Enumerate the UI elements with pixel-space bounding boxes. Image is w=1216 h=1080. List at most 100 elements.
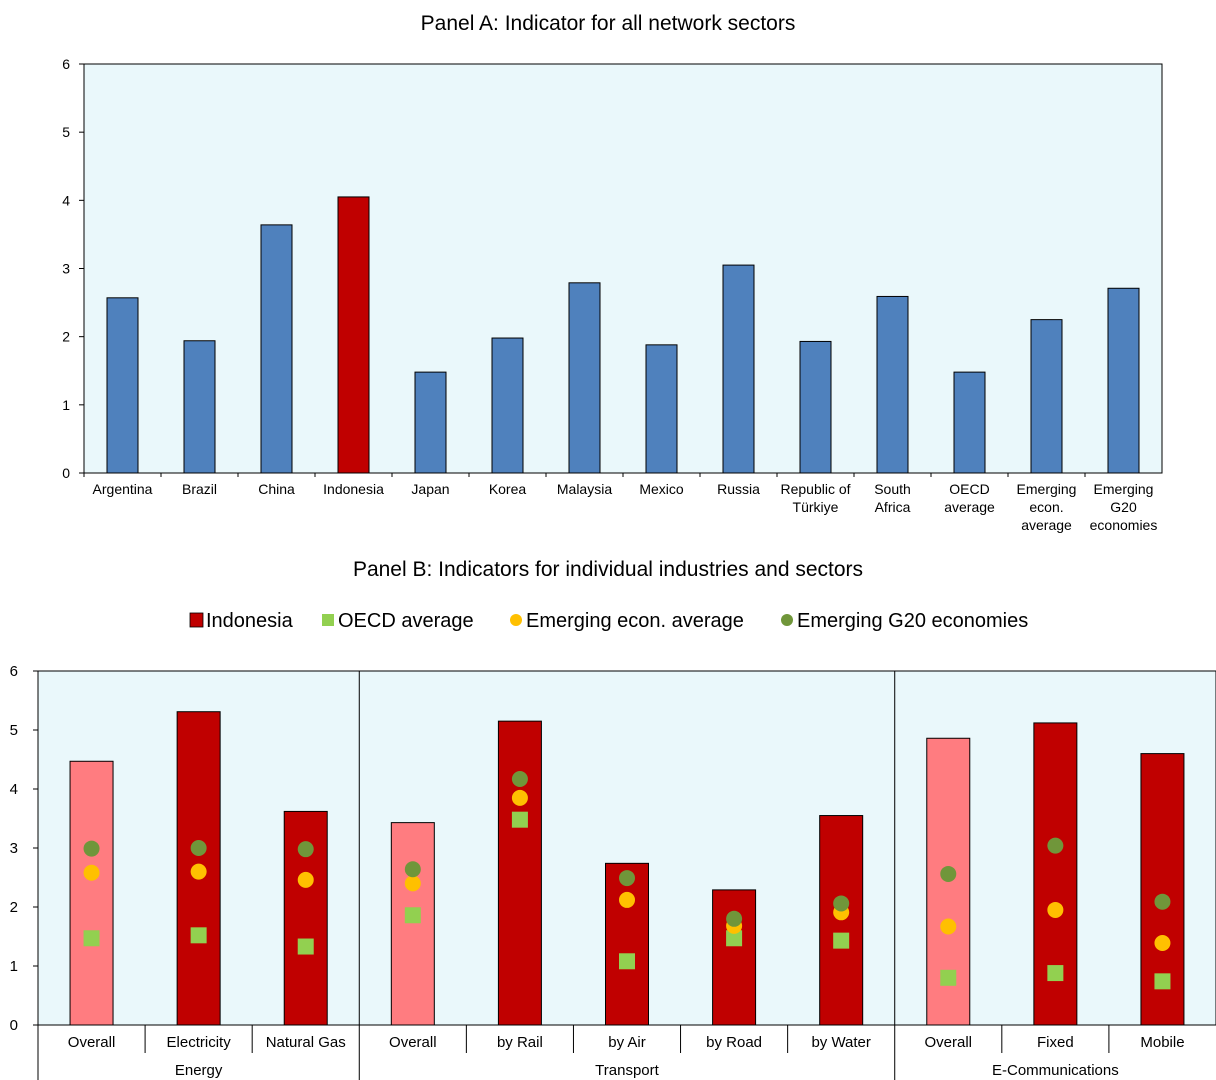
bar <box>69 760 114 1026</box>
legend-swatch-bar <box>189 612 204 628</box>
x-tick-label: Emerging <box>1094 481 1154 497</box>
bar <box>1107 287 1140 474</box>
legend-swatch-circle <box>781 614 793 626</box>
panel-a-bars <box>83 196 1140 477</box>
y-tick-label: 0 <box>10 1017 18 1034</box>
y-tick-label: 1 <box>62 397 70 413</box>
y-tick-label: 2 <box>10 899 18 916</box>
legend-swatch-square <box>322 614 334 626</box>
panel-b: Panel B: Indicators for individual indus… <box>10 558 1216 1080</box>
marker-circle <box>83 840 100 857</box>
bar <box>491 337 524 474</box>
x-tick-label: OECD <box>949 481 989 497</box>
panel-b-markers <box>83 770 1171 990</box>
panel-b-legend: Indonesia OECD average Emerging econ. aver… <box>189 610 1028 632</box>
x-tick-label: by Road <box>706 1034 762 1051</box>
marker-circle <box>511 770 528 787</box>
marker-circle <box>1047 901 1064 918</box>
marker-square <box>726 930 743 947</box>
x-tick-label: Russia <box>717 481 760 497</box>
marker-circle <box>1154 934 1171 951</box>
y-tick-label: 3 <box>62 261 70 277</box>
marker-square <box>940 969 957 986</box>
y-tick-label: 5 <box>10 722 18 739</box>
legend-label: Emerging econ. average <box>526 610 744 632</box>
x-tick-label: Overall <box>68 1034 116 1051</box>
legend-label: Indonesia <box>206 610 294 632</box>
x-tick-label: average <box>944 499 995 515</box>
bar <box>645 344 678 474</box>
marker-square <box>619 953 635 970</box>
x-tick-label: Fixed <box>1037 1034 1074 1051</box>
marker-circle <box>404 861 421 878</box>
y-tick-label: 3 <box>10 840 18 857</box>
bar <box>1030 319 1063 474</box>
marker-square <box>404 907 421 924</box>
marker-square <box>511 811 528 828</box>
x-tick-label: China <box>258 481 295 497</box>
x-tick-label: by Air <box>608 1034 646 1051</box>
marker-circle <box>1047 837 1064 854</box>
bar <box>497 720 542 1026</box>
x-tick-label: Malaysia <box>557 481 612 497</box>
y-tick-label: 6 <box>10 663 18 680</box>
panel-b-title: Panel B: Indicators for individual indus… <box>353 558 863 581</box>
x-tick-label: average <box>1021 517 1072 533</box>
panel-b-y-axis: 0 1 2 3 4 5 6 <box>10 663 38 1034</box>
x-tick-label: Emerging <box>1017 481 1077 497</box>
group-label: Transport <box>595 1062 659 1079</box>
marker-circle <box>297 841 314 858</box>
x-tick-label: Republic of <box>780 481 850 497</box>
y-tick-label: 0 <box>62 465 70 481</box>
x-tick-label: economies <box>1090 517 1158 533</box>
bar <box>414 371 447 474</box>
marker-circle <box>190 840 207 856</box>
marker-circle <box>297 871 314 888</box>
marker-circle <box>404 875 421 892</box>
panel-a-plot-area <box>83 63 1163 474</box>
x-tick-label: Mobile <box>1140 1034 1184 1051</box>
y-tick-label: 1 <box>10 958 18 975</box>
x-tick-label: Natural Gas <box>266 1034 346 1051</box>
group-label: Energy <box>175 1062 223 1079</box>
marker-circle <box>940 918 957 935</box>
x-tick-label: Electricity <box>167 1034 232 1051</box>
legend-label: OECD average <box>338 610 474 632</box>
bar <box>337 196 370 474</box>
marker-circle <box>726 910 743 927</box>
x-tick-label: Africa <box>875 499 911 515</box>
x-tick-label: G20 <box>1110 499 1137 515</box>
marker-square <box>297 938 314 955</box>
x-tick-label: econ. <box>1029 499 1063 515</box>
x-tick-label: South <box>874 481 911 497</box>
marker-square <box>1047 965 1064 982</box>
x-tick-label: Korea <box>489 481 527 497</box>
marker-square <box>83 930 100 947</box>
marker-circle <box>619 891 635 908</box>
bar <box>106 297 139 474</box>
marker-circle <box>833 895 850 912</box>
bar <box>722 264 755 474</box>
x-tick-label: by Rail <box>497 1034 543 1051</box>
y-tick-label: 2 <box>62 329 70 345</box>
group-label: E-Communications <box>992 1062 1119 1079</box>
bar <box>876 295 909 474</box>
marker-circle <box>1154 893 1171 910</box>
marker-square <box>1154 973 1171 990</box>
marker-square <box>190 927 207 944</box>
x-tick-label: Mexico <box>639 481 684 497</box>
marker-square <box>833 932 850 949</box>
bar <box>605 862 649 1026</box>
bar <box>260 224 293 474</box>
bar <box>390 822 435 1026</box>
marker-circle <box>190 863 207 880</box>
x-tick-label: Brazil <box>182 481 217 497</box>
legend-label: Emerging G20 economies <box>797 610 1028 632</box>
bar <box>712 889 757 1026</box>
x-tick-label: Japan <box>411 481 449 497</box>
x-tick-label: Argentina <box>93 481 153 497</box>
bar <box>183 340 216 474</box>
y-tick-label: 5 <box>62 124 70 140</box>
x-tick-label: Overall <box>925 1034 973 1051</box>
